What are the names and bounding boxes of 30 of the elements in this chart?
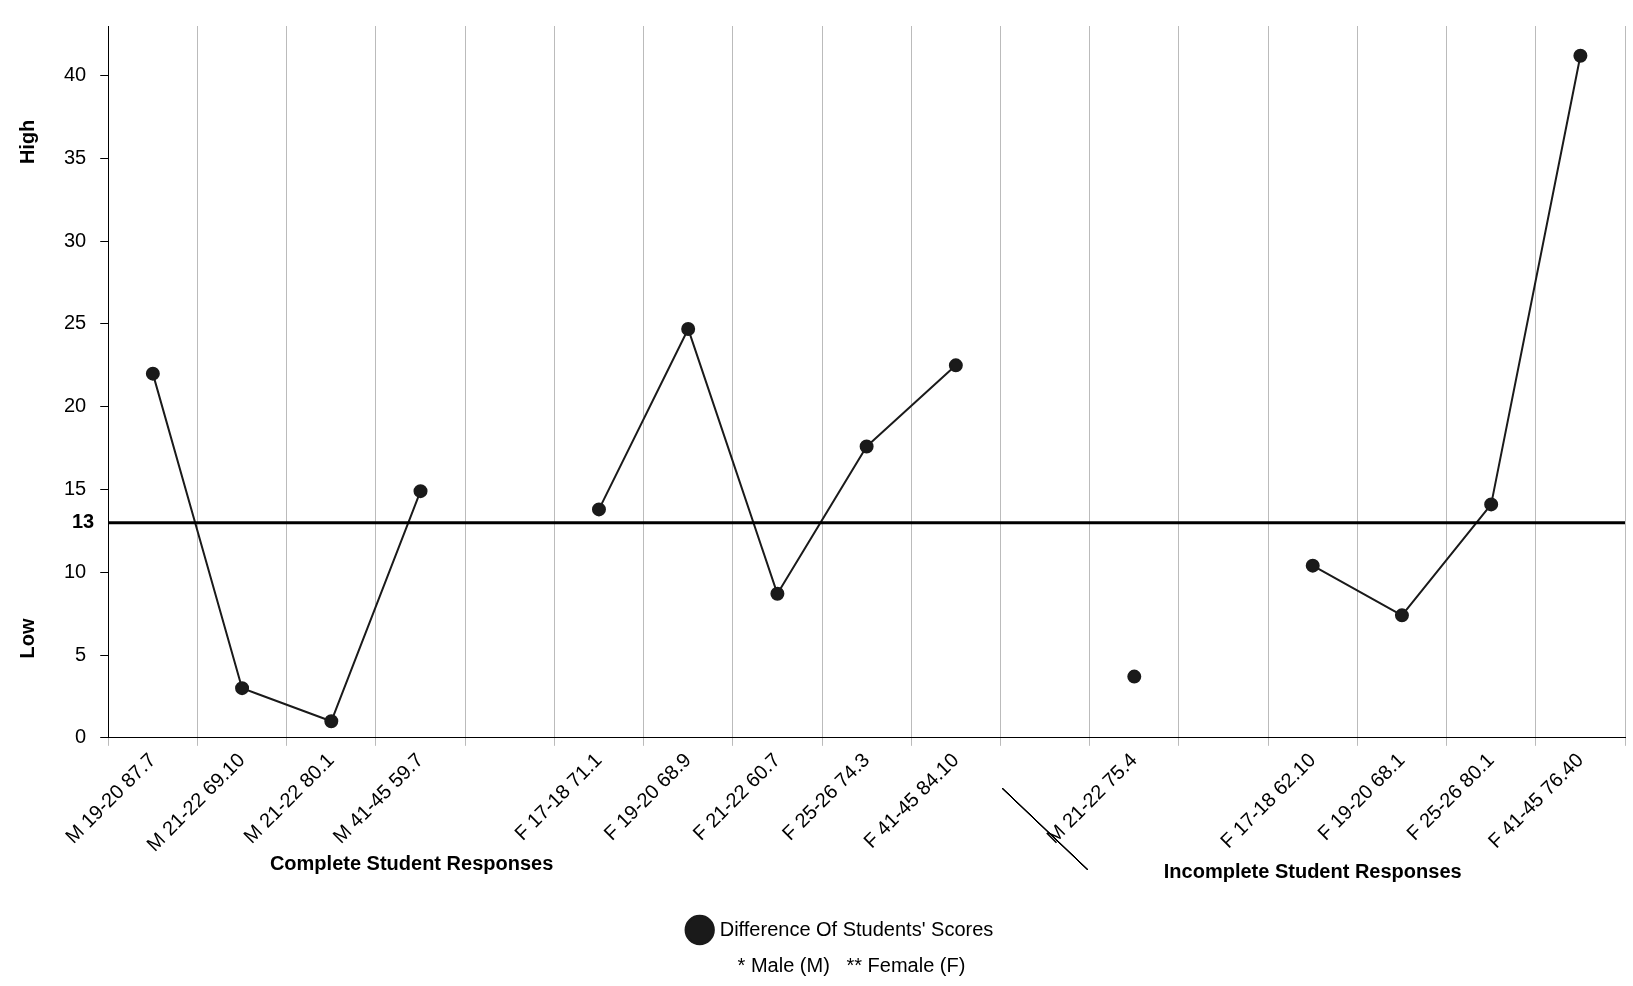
point — [1305, 558, 1320, 573]
point — [948, 358, 963, 373]
point — [235, 681, 250, 696]
point — [681, 321, 696, 336]
point — [859, 439, 874, 454]
point — [145, 366, 160, 381]
text: Incomplete Student Responses — [1163, 859, 1462, 882]
text: High — [15, 119, 38, 165]
text: Low — [15, 618, 38, 659]
y-tick-label: 10 — [64, 559, 87, 582]
y-tick-label: 20 — [64, 394, 87, 417]
ref-line-label: 13 — [72, 510, 95, 533]
y-tick-label: 35 — [64, 145, 87, 168]
point — [1127, 669, 1142, 684]
text: * Male (M) ** Female (F) — [737, 953, 966, 976]
legend-label: Difference Of Students' Scores — [719, 917, 994, 940]
point — [1573, 48, 1588, 63]
point — [324, 714, 339, 729]
y-tick-label: 30 — [64, 228, 87, 251]
y-tick-label: 40 — [64, 63, 87, 86]
point — [770, 586, 785, 601]
y-tick-label: 5 — [75, 642, 87, 665]
text: Complete Student Responses — [269, 851, 554, 874]
point — [591, 502, 606, 517]
point — [413, 484, 428, 499]
y-tick-label: 15 — [64, 477, 87, 500]
y-tick-label: 0 — [75, 725, 87, 748]
point — [1484, 497, 1499, 512]
point — [1394, 608, 1409, 623]
y-tick-label: 25 — [64, 311, 87, 334]
